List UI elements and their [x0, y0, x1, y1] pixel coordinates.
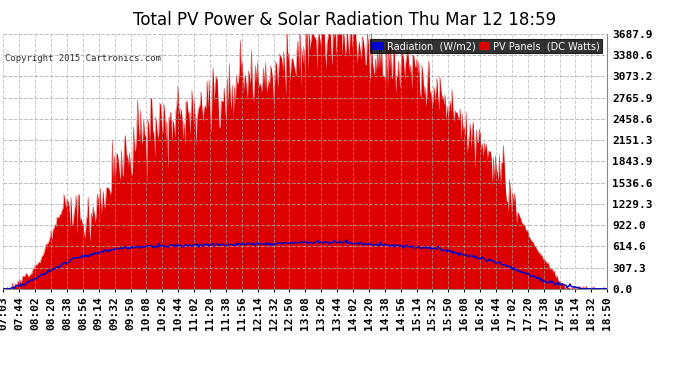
Text: Total PV Power & Solar Radiation Thu Mar 12 18:59: Total PV Power & Solar Radiation Thu Mar… [133, 11, 557, 29]
Text: Copyright 2015 Cartronics.com: Copyright 2015 Cartronics.com [5, 54, 161, 63]
Legend: Radiation  (W/m2), PV Panels  (DC Watts): Radiation (W/m2), PV Panels (DC Watts) [370, 39, 602, 54]
